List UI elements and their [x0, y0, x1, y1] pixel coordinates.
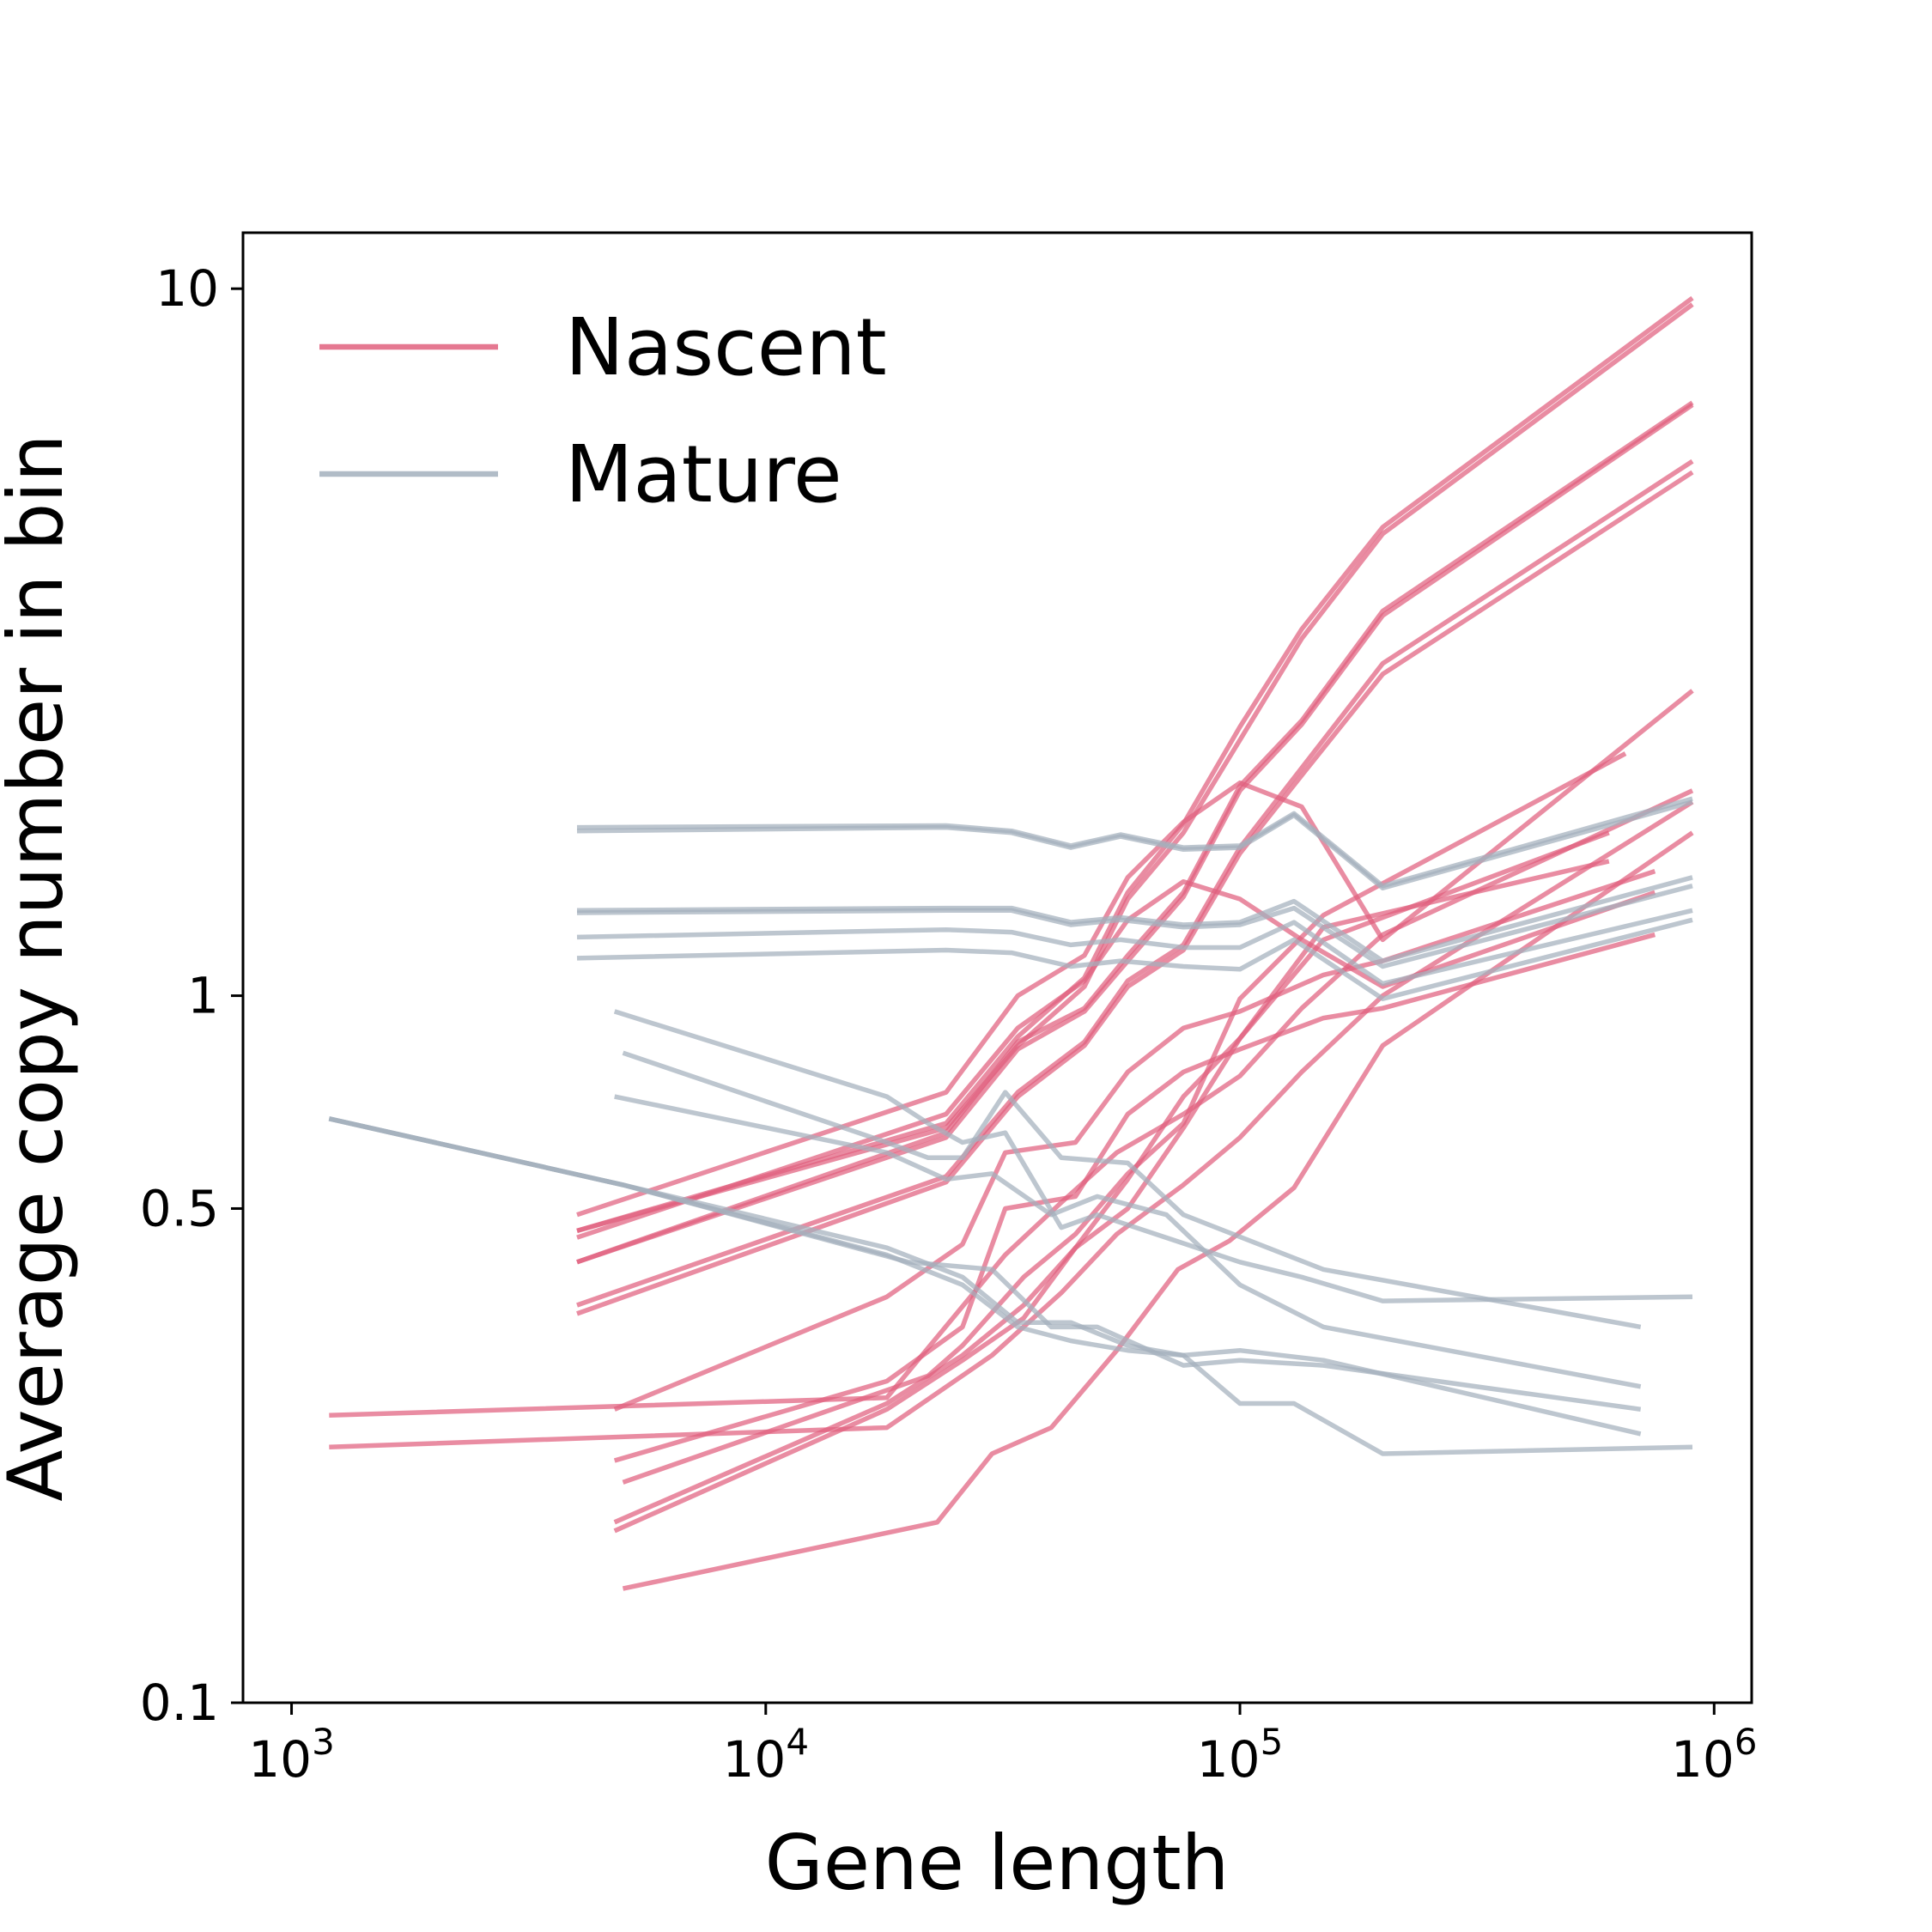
series-line-mature-28 — [328, 1116, 1693, 1456]
y-tick-label: 1 — [187, 967, 219, 1025]
series-line-mature-27 — [328, 1116, 1642, 1413]
series-layer — [328, 295, 1694, 1591]
x-tick-label: 105 — [1197, 1721, 1284, 1789]
x-axis: 103 104 105 106 — [248, 1703, 1758, 1789]
legend-label-nascent: Nascent — [565, 301, 887, 393]
x-tick-label: 103 — [248, 1721, 335, 1789]
series-line-nascent-10 — [613, 932, 1656, 1463]
y-axis-title: Average copy number in bin — [0, 434, 80, 1501]
series-line-mature-23 — [613, 1009, 1693, 1303]
series-line-nascent-11 — [613, 830, 1610, 1534]
y-axis: 0.1 0.5 1 10 — [140, 259, 243, 1732]
y-tick-label: 0.1 — [140, 1674, 219, 1732]
series-line-nascent-1 — [576, 295, 1694, 1234]
plot-frame — [241, 231, 1753, 1704]
series-line-nascent-12 — [622, 751, 1627, 1485]
series-line-mature-18 — [576, 796, 1693, 889]
y-tick-label: 10 — [155, 259, 219, 318]
x-tick-label: 104 — [723, 1721, 810, 1789]
series-line-nascent-7 — [576, 689, 1694, 1218]
series-line-mature-22 — [576, 917, 1693, 1001]
series-line-mature-21 — [576, 908, 1693, 987]
series-line-nascent-8 — [576, 878, 1656, 1240]
legend: Nascent Mature — [319, 301, 887, 520]
series-line-nascent-14 — [622, 830, 1694, 1591]
x-tick-label: 106 — [1671, 1721, 1758, 1789]
series-line-mature-25 — [614, 1094, 1642, 1389]
series-line-mature-20 — [576, 884, 1693, 969]
series-line-nascent-4 — [576, 403, 1694, 1265]
x-axis-title: Gene length — [765, 1819, 1230, 1907]
y-tick-label: 0.5 — [140, 1179, 219, 1237]
series-line-mature-24 — [622, 1050, 1642, 1330]
legend-label-mature: Mature — [565, 428, 842, 520]
series-line-nascent-13 — [613, 859, 1610, 1525]
